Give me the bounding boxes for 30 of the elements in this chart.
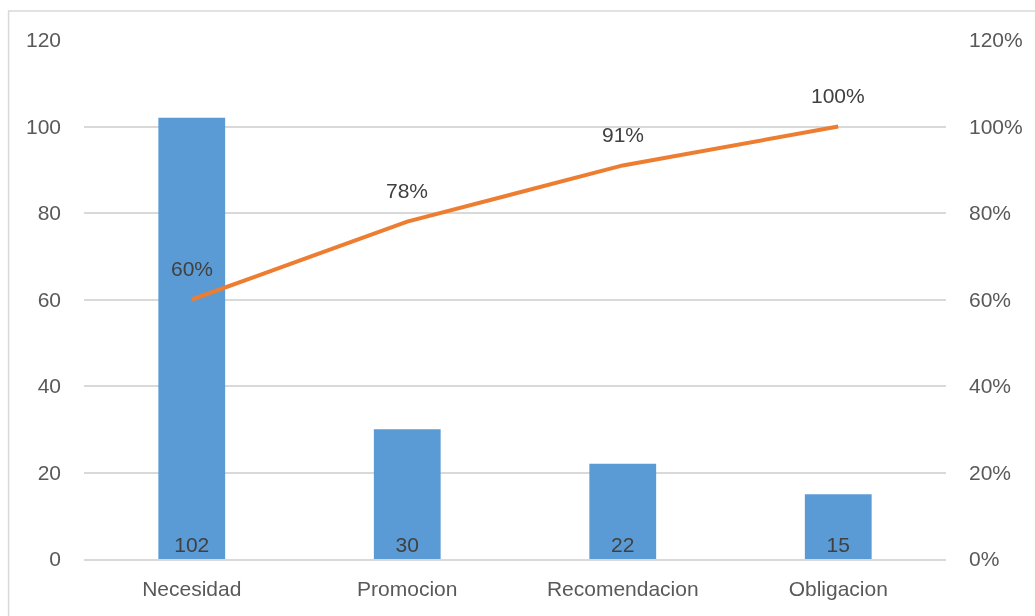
y2-tick-label: 0%	[969, 547, 1000, 571]
data-label: 91%	[602, 123, 645, 146]
y-tick-label: 40	[37, 374, 61, 398]
x-tick-label: Recomendacion	[546, 576, 699, 600]
bar	[589, 463, 657, 559]
data-label: 102	[174, 533, 210, 556]
x-tick-label: Necesidad	[142, 576, 242, 600]
y-tick-label: 0	[49, 547, 61, 571]
y2-tick-label: 100%	[969, 114, 1023, 138]
data-label: 15	[826, 533, 850, 556]
y2-tick-label: 60%	[969, 287, 1012, 311]
data-label: 22	[611, 533, 635, 556]
y-tick-label: 20	[37, 460, 61, 484]
data-label: 100%	[811, 84, 865, 107]
data-label: 30	[395, 533, 419, 556]
y-tick-label: 100	[25, 114, 61, 138]
y-tick-label: 80	[37, 201, 61, 225]
bar	[158, 117, 226, 559]
y-tick-label: 120	[25, 28, 61, 52]
y2-tick-label: 80%	[969, 201, 1012, 225]
y2-tick-label: 20%	[969, 460, 1012, 484]
bar	[804, 494, 872, 559]
y2-tick-label: 40%	[969, 374, 1012, 398]
data-label: 60%	[171, 257, 214, 280]
y-tick-label: 60	[37, 287, 61, 311]
data-label: 78%	[386, 179, 429, 202]
y2-tick-label: 120%	[969, 28, 1023, 52]
bar	[373, 429, 441, 559]
x-tick-label: Promocion	[357, 576, 458, 600]
x-tick-label: Obligacion	[788, 576, 888, 600]
